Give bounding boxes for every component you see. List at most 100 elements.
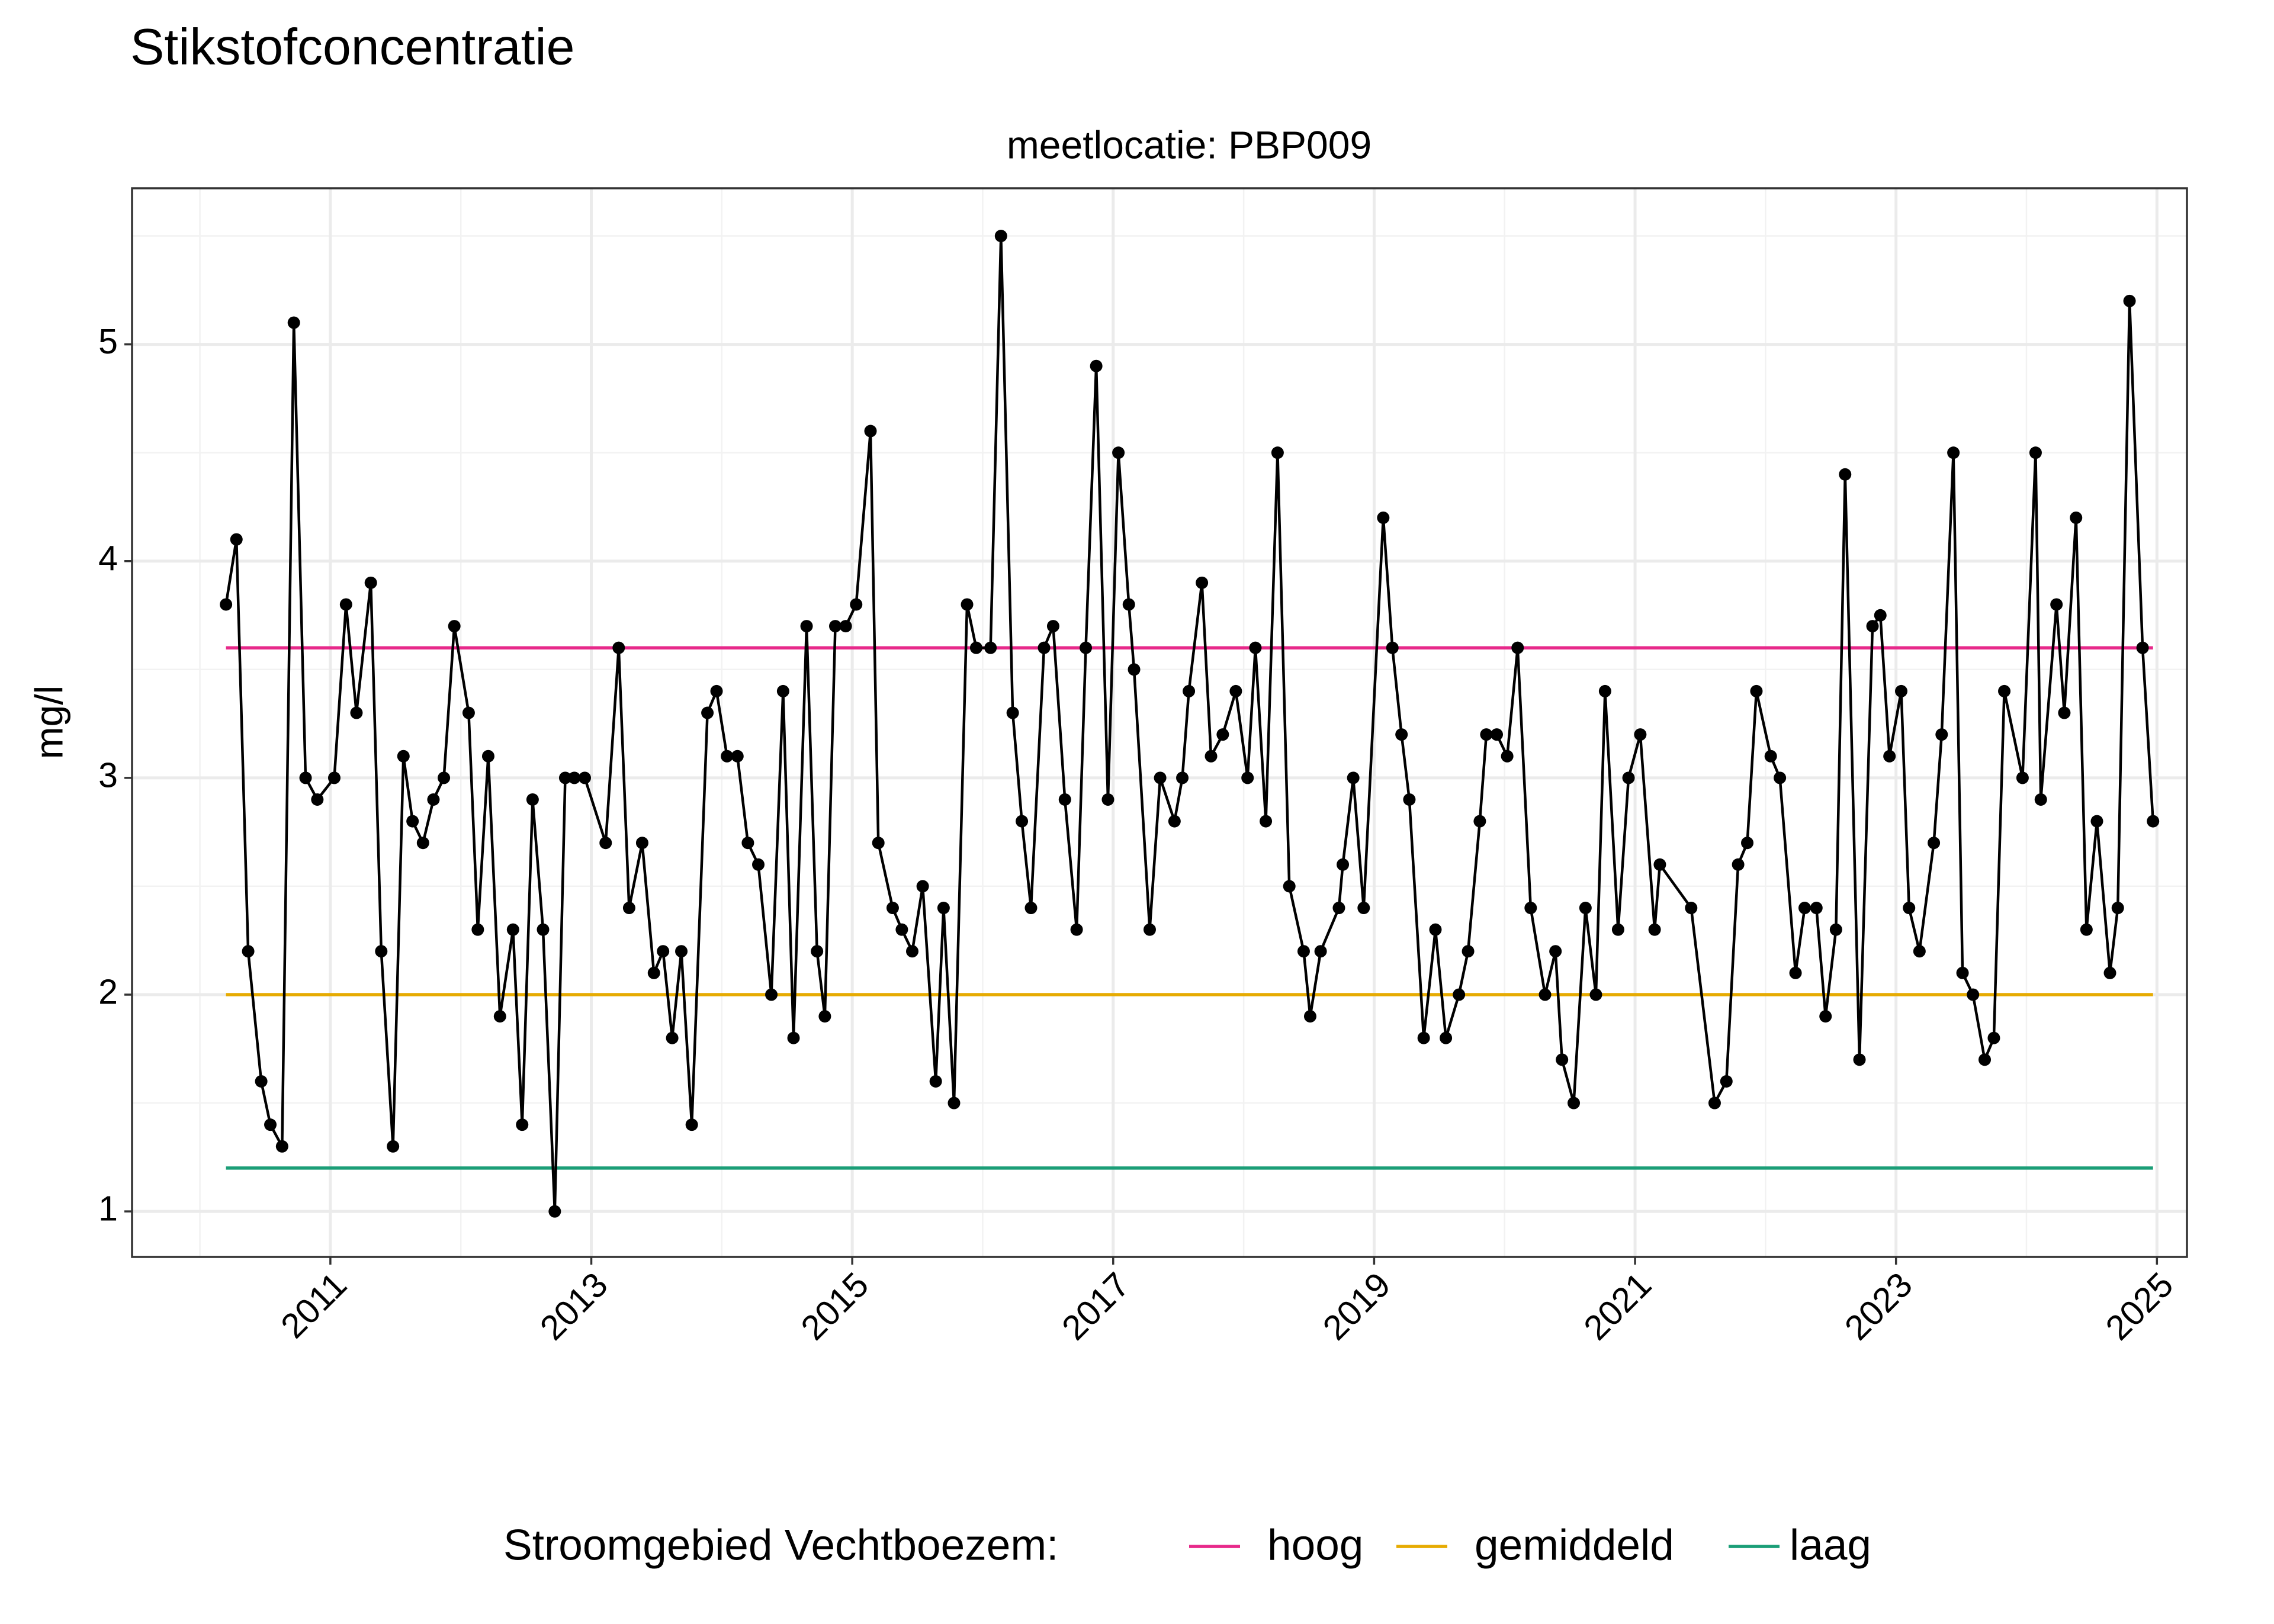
data-point	[1511, 641, 1524, 654]
data-point	[1216, 728, 1229, 741]
data-point	[864, 425, 877, 438]
data-point	[1377, 512, 1390, 525]
y-tick-label: 1	[98, 1189, 118, 1229]
data-point	[1998, 684, 2011, 697]
data-point	[350, 706, 363, 719]
data-point	[622, 902, 635, 915]
data-point	[287, 316, 300, 329]
data-point	[612, 641, 625, 654]
data-point	[1283, 880, 1296, 893]
data-point	[2016, 771, 2029, 784]
data-point	[829, 620, 842, 633]
data-point	[1271, 446, 1284, 459]
data-point	[2058, 706, 2071, 719]
data-point	[1429, 923, 1442, 936]
data-point	[710, 684, 723, 697]
data-point	[2103, 966, 2116, 979]
data-point	[701, 706, 714, 719]
data-point	[275, 1140, 288, 1153]
data-point	[1403, 793, 1416, 806]
data-point	[264, 1118, 277, 1131]
data-point	[1568, 1096, 1581, 1110]
data-point	[1229, 684, 1242, 697]
data-point	[339, 598, 352, 611]
data-point	[1070, 923, 1083, 936]
data-point	[299, 771, 312, 784]
data-point	[2136, 641, 2149, 654]
data-point	[752, 858, 765, 871]
data-point	[1685, 902, 1698, 915]
data-point	[416, 837, 429, 850]
data-point	[2147, 815, 2160, 828]
data-point	[839, 620, 852, 633]
data-point	[948, 1096, 961, 1110]
data-point	[731, 750, 744, 763]
data-point	[1774, 771, 1787, 784]
data-point	[1913, 945, 1926, 958]
data-point	[1332, 902, 1345, 915]
data-point	[850, 598, 863, 611]
data-point	[1337, 858, 1350, 871]
data-point	[1154, 771, 1167, 784]
data-point	[1128, 663, 1141, 676]
data-point	[1524, 902, 1537, 915]
panel-border	[131, 187, 2188, 1258]
data-point	[1839, 468, 1852, 481]
data-point	[599, 837, 612, 850]
data-point	[765, 988, 778, 1001]
data-point	[516, 1118, 529, 1131]
data-point	[1347, 771, 1360, 784]
data-point	[1058, 793, 1071, 806]
data-point	[1556, 1053, 1569, 1066]
data-point	[1539, 988, 1552, 1001]
data-point	[1196, 576, 1209, 589]
data-point	[1480, 728, 1493, 741]
data-point	[1622, 771, 1635, 784]
data-point	[1928, 837, 1941, 850]
data-point	[1491, 728, 1504, 741]
data-point	[364, 576, 377, 589]
legend-label: gemiddeld	[1475, 1521, 1674, 1569]
data-point	[2090, 815, 2103, 828]
data-point	[311, 793, 324, 806]
data-point	[1260, 815, 1273, 828]
data-point	[2080, 923, 2093, 936]
data-point	[481, 750, 494, 763]
data-point	[1395, 728, 1408, 741]
data-point	[230, 533, 243, 546]
data-point	[787, 1031, 800, 1044]
data-point	[984, 641, 997, 654]
y-axis-label: mg/l	[27, 686, 70, 760]
data-point	[1297, 945, 1310, 958]
data-point	[1101, 793, 1114, 806]
data-point	[1303, 1010, 1316, 1023]
data-point	[1314, 945, 1327, 958]
data-point	[647, 966, 660, 979]
chart-subtitle: meetlocatie: PBP009	[1007, 123, 1372, 166]
data-point	[1883, 750, 1896, 763]
y-tick-label: 4	[98, 539, 118, 578]
data-point	[1205, 750, 1218, 763]
data-point	[1598, 684, 1611, 697]
chart-title: Stikstofconcentratie	[130, 19, 574, 76]
data-point	[375, 945, 388, 958]
data-point	[438, 771, 451, 784]
data-point	[242, 945, 255, 958]
data-point	[2029, 446, 2042, 459]
data-point	[1473, 815, 1486, 828]
data-point	[2111, 902, 2124, 915]
data-point	[1241, 771, 1254, 784]
data-point	[462, 706, 475, 719]
data-point	[220, 598, 233, 611]
data-point	[406, 815, 419, 828]
data-point	[2034, 793, 2047, 806]
data-point	[1417, 1031, 1430, 1044]
data-point	[776, 684, 789, 697]
data-point	[1903, 902, 1916, 915]
data-point	[1440, 1031, 1453, 1044]
data-point	[1866, 620, 1879, 633]
data-point	[1122, 598, 1135, 611]
data-point	[448, 620, 461, 633]
